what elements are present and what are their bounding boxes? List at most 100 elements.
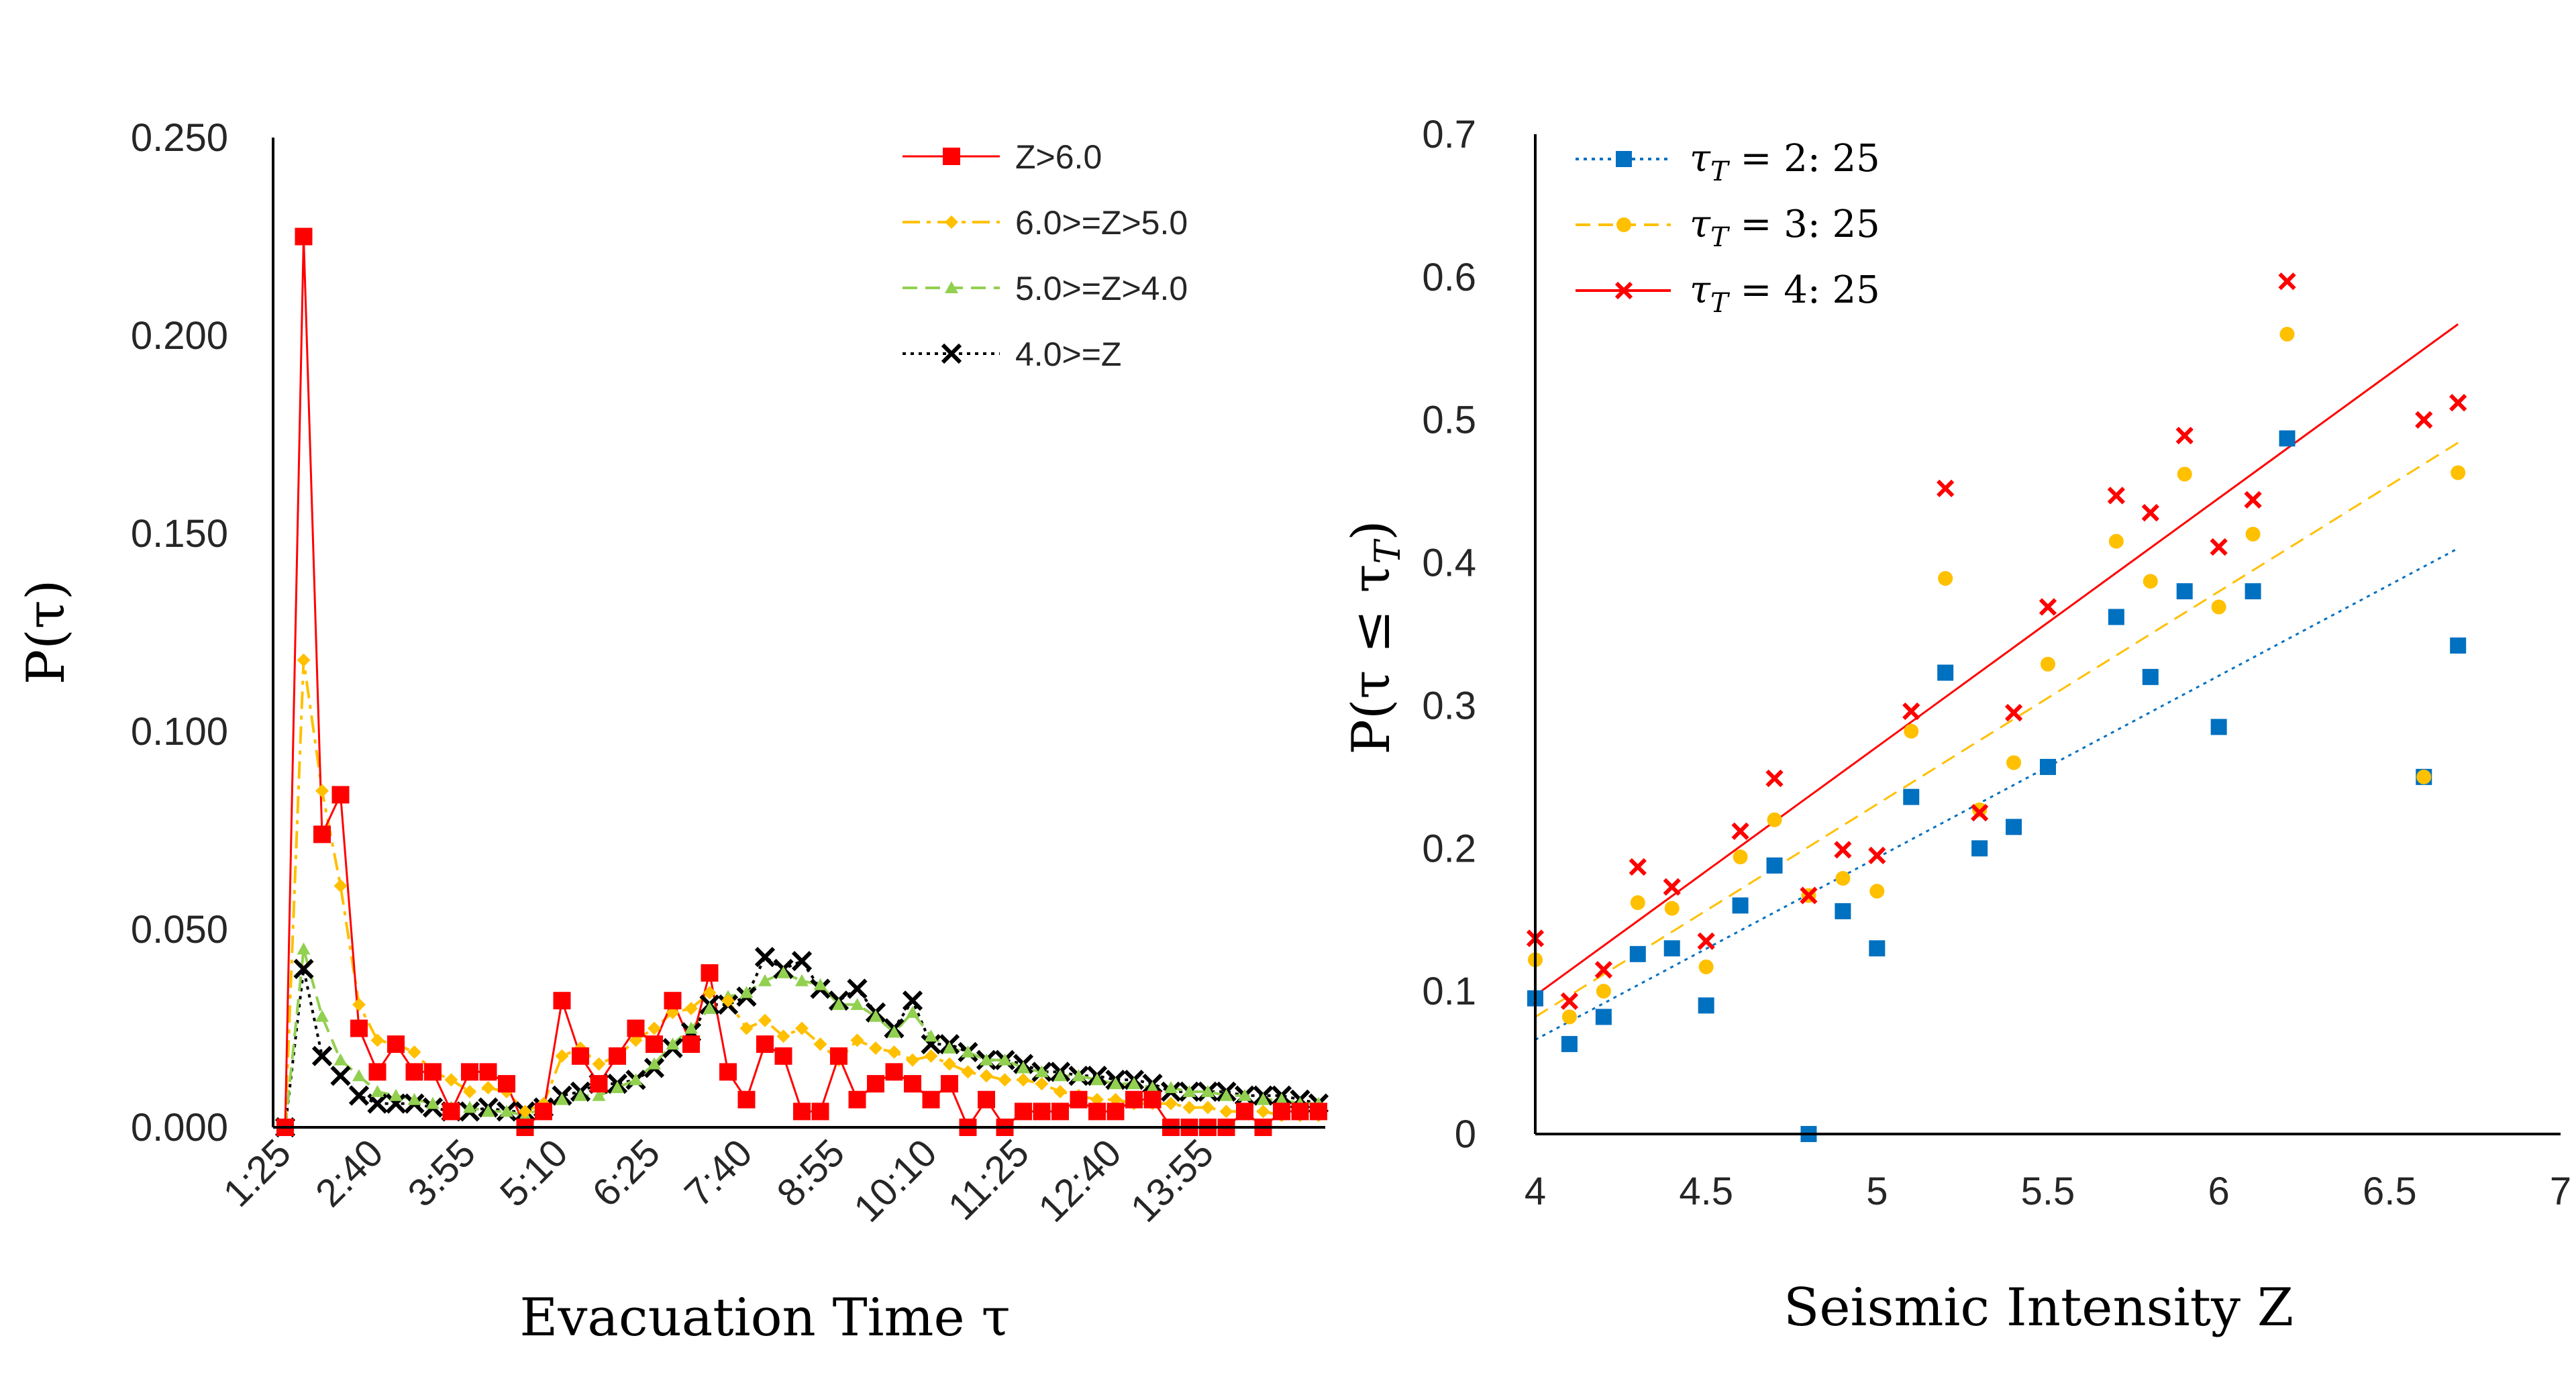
left-x-axis-title: Evacuation Time τ (519, 1288, 1010, 1348)
data-point (648, 1021, 661, 1035)
data-point (943, 1057, 956, 1071)
data-point (2108, 609, 2124, 625)
data-point (315, 784, 329, 798)
data-point (998, 1073, 1012, 1087)
data-point (1765, 769, 1784, 788)
data-point (2415, 411, 2433, 429)
data-point (1937, 479, 1955, 498)
data-point (756, 1035, 774, 1054)
data-point (776, 966, 790, 978)
data-point (1561, 1009, 1577, 1025)
data-point (1236, 1102, 1253, 1121)
data-point (370, 1084, 384, 1097)
data-point (813, 1037, 827, 1051)
data-point (684, 1002, 698, 1015)
data-point (498, 1075, 515, 1093)
data-point (331, 786, 350, 804)
y-tick-label: 0.2 (1422, 827, 1476, 870)
data-point (1902, 702, 1920, 721)
trendline-1 (1535, 442, 2459, 1018)
data-point (1291, 1102, 1309, 1121)
series-line-1 (284, 660, 1319, 1128)
data-point (980, 1069, 993, 1083)
data-point (961, 1065, 975, 1079)
x-tick-label: 2:40 (307, 1131, 392, 1215)
data-point (297, 942, 311, 955)
data-point (2279, 327, 2295, 342)
data-point (370, 1033, 384, 1047)
data-point (389, 1088, 403, 1101)
data-point (703, 986, 717, 1000)
data-point (1256, 1092, 1270, 1105)
data-point (682, 1035, 700, 1054)
data-point (666, 1037, 680, 1050)
data-point (479, 1063, 497, 1081)
data-point (922, 1090, 940, 1109)
data-point (795, 974, 809, 986)
right-y-tick-labels: 0 0.1 0.2 0.3 0.4 0.5 0.6 0.7 (1422, 113, 1476, 1156)
x-tick-label: 4.5 (1679, 1170, 1733, 1213)
data-point (2451, 465, 2466, 480)
legend-label: 6.0>=Z>5.0 (1015, 204, 1188, 242)
legend-marker (943, 148, 960, 165)
data-point (500, 1105, 513, 1117)
data-point (1732, 897, 1749, 914)
data-point (424, 1063, 442, 1081)
data-point (1053, 1084, 1067, 1098)
data-point (703, 1002, 717, 1014)
data-point (2278, 272, 2296, 291)
data-point (902, 990, 923, 1011)
data-point (1033, 1102, 1051, 1121)
data-point (444, 1073, 458, 1087)
left-series-markers (274, 227, 1329, 1138)
x-tick-label: 12:40 (1030, 1131, 1130, 1231)
y-tick-label: 0.7 (1422, 113, 1476, 156)
data-point (574, 1088, 587, 1101)
data-point (1629, 858, 1647, 876)
data-point (1938, 570, 1953, 586)
data-point (830, 1047, 847, 1065)
y-tick-label: 0.200 (131, 314, 228, 358)
data-point (1664, 901, 1680, 916)
data-point (1273, 1102, 1290, 1121)
data-point (1663, 878, 1681, 896)
data-point (2142, 668, 2159, 685)
data-point (1145, 1081, 1160, 1093)
data-point (1733, 850, 1748, 865)
x-tick-label: 6 (2208, 1170, 2230, 1213)
data-point (719, 1063, 737, 1081)
data-point (2416, 769, 2432, 784)
data-point (2006, 819, 2022, 835)
data-point (1972, 802, 1988, 817)
trendline-0 (1535, 547, 2459, 1041)
x-tick-label: 7 (2550, 1170, 2571, 1213)
data-point (2245, 583, 2261, 600)
data-point (333, 879, 348, 893)
data-point (352, 998, 366, 1012)
y-tick-label: 0.5 (1422, 399, 1476, 442)
data-point (924, 1049, 938, 1063)
y-tick-label: 0.100 (131, 710, 228, 754)
data-point (2039, 598, 2057, 616)
data-point (2040, 758, 2056, 775)
data-point (1035, 1065, 1049, 1078)
x-tick-label: 6:25 (584, 1131, 668, 1215)
legend-marker (1616, 151, 1632, 167)
data-point (758, 974, 772, 986)
data-point (943, 1041, 956, 1054)
legend-label: 4.0>=Z (1015, 336, 1121, 373)
data-point (592, 1088, 606, 1101)
data-point (555, 1092, 569, 1105)
data-point (737, 1090, 756, 1109)
data-point (297, 653, 311, 667)
trendline-2 (1535, 323, 2459, 996)
data-point (646, 1035, 663, 1054)
data-point (1070, 1090, 1088, 1109)
data-point (1310, 1102, 1327, 1121)
legend-marker (1616, 217, 1631, 232)
data-point (627, 1019, 645, 1037)
data-point (2211, 599, 2226, 615)
right-x-axis-title: Seismic Intensity Z (1784, 1278, 2294, 1338)
evacuation-time-chart: 0.000 0.050 0.100 0.150 0.200 0.250 1:25 2:40 3… (16, 116, 1329, 1348)
data-point (924, 1029, 938, 1042)
